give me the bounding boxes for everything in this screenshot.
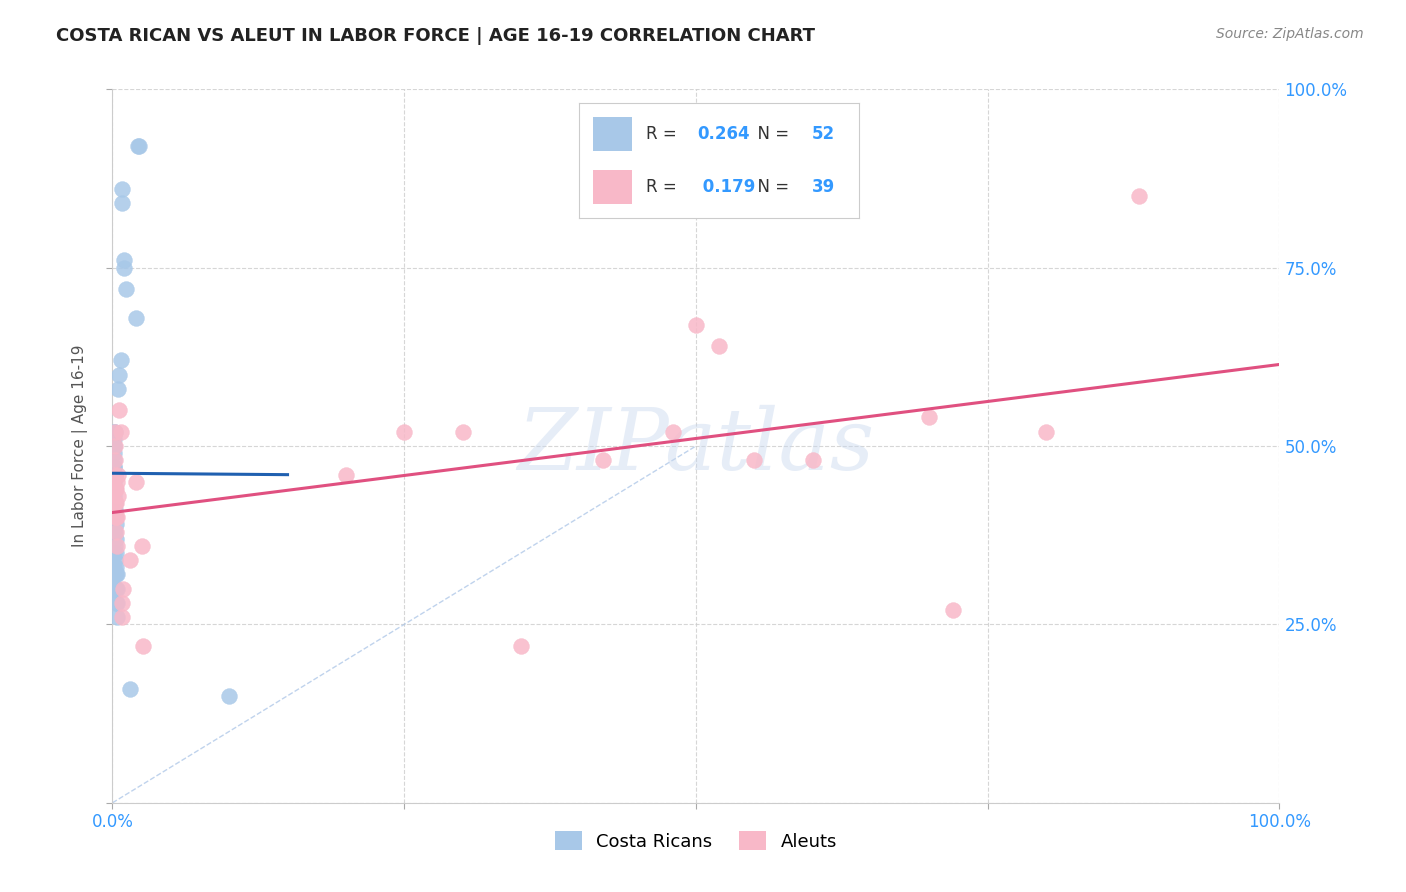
Point — [115, 282, 138, 296]
Point — [103, 460, 125, 475]
Point — [104, 482, 127, 496]
Point — [112, 260, 135, 275]
Point — [104, 482, 127, 496]
Point — [104, 467, 127, 482]
Point — [105, 510, 128, 524]
Point — [105, 596, 128, 610]
Point — [104, 510, 127, 524]
Point — [103, 439, 125, 453]
Point — [1035, 425, 1057, 439]
Point — [218, 689, 240, 703]
Point — [104, 567, 127, 582]
Point — [685, 318, 707, 332]
Point — [105, 539, 128, 553]
Point — [104, 453, 127, 467]
Point — [104, 496, 127, 510]
Point — [104, 496, 127, 510]
Point — [104, 539, 127, 553]
Point — [131, 539, 153, 553]
Point — [105, 610, 128, 624]
Point — [103, 546, 125, 560]
Point — [451, 425, 474, 439]
Point — [104, 425, 127, 439]
Point — [661, 425, 683, 439]
Point — [104, 524, 127, 539]
Legend: Costa Ricans, Aleuts: Costa Ricans, Aleuts — [547, 824, 845, 858]
Point — [104, 517, 127, 532]
Text: ZIPatlas: ZIPatlas — [517, 405, 875, 487]
Point — [125, 475, 148, 489]
Point — [103, 510, 125, 524]
Text: COSTA RICAN VS ALEUT IN LABOR FORCE | AGE 16-19 CORRELATION CHART: COSTA RICAN VS ALEUT IN LABOR FORCE | AG… — [56, 27, 815, 45]
Point — [942, 603, 965, 617]
Point — [744, 453, 766, 467]
Point — [103, 467, 125, 482]
Point — [103, 489, 125, 503]
Point — [111, 582, 134, 596]
Point — [111, 596, 134, 610]
Point — [104, 496, 127, 510]
Point — [103, 453, 125, 467]
Point — [132, 639, 155, 653]
Point — [103, 446, 125, 460]
Point — [104, 503, 127, 517]
Point — [104, 510, 127, 524]
Point — [104, 510, 127, 524]
Point — [104, 546, 127, 560]
Point — [104, 560, 127, 574]
Point — [104, 439, 127, 453]
Point — [509, 639, 531, 653]
Point — [104, 524, 127, 539]
Point — [105, 475, 128, 489]
Point — [110, 425, 132, 439]
Point — [111, 196, 134, 211]
Point — [103, 475, 125, 489]
Point — [108, 403, 131, 417]
Point — [1128, 189, 1150, 203]
Point — [103, 560, 125, 574]
Point — [112, 253, 135, 268]
Point — [104, 467, 127, 482]
Point — [105, 582, 128, 596]
Y-axis label: In Labor Force | Age 16-19: In Labor Force | Age 16-19 — [72, 344, 89, 548]
Point — [103, 439, 125, 453]
Point — [104, 532, 127, 546]
Point — [104, 553, 127, 567]
Point — [394, 425, 416, 439]
Point — [105, 567, 128, 582]
Point — [103, 524, 125, 539]
Point — [335, 467, 357, 482]
Point — [118, 681, 141, 696]
Point — [111, 182, 134, 196]
Point — [107, 382, 129, 396]
Point — [110, 353, 132, 368]
Point — [104, 582, 127, 596]
Point — [128, 139, 150, 153]
Point — [108, 368, 131, 382]
Point — [103, 496, 125, 510]
Point — [111, 610, 134, 624]
Text: Source: ZipAtlas.com: Source: ZipAtlas.com — [1216, 27, 1364, 41]
Point — [918, 410, 941, 425]
Point — [127, 139, 149, 153]
Point — [118, 553, 141, 567]
Point — [104, 567, 127, 582]
Point — [104, 425, 127, 439]
Point — [104, 582, 127, 596]
Point — [125, 310, 148, 325]
Point — [801, 453, 824, 467]
Point — [103, 425, 125, 439]
Point — [107, 489, 129, 503]
Point — [104, 596, 127, 610]
Point — [103, 432, 125, 446]
Point — [592, 453, 614, 467]
Point — [709, 339, 731, 353]
Point — [103, 460, 125, 475]
Point — [107, 467, 129, 482]
Point — [103, 482, 125, 496]
Point — [104, 482, 127, 496]
